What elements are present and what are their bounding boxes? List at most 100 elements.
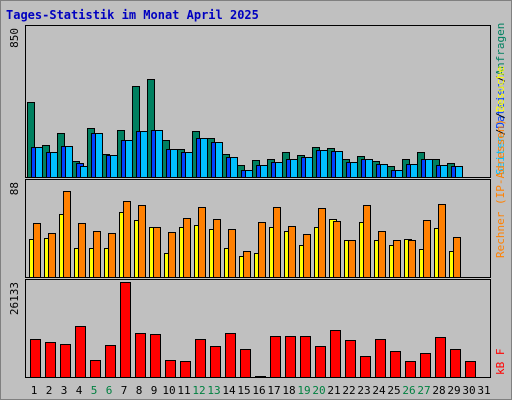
bar-seiten-day-18 bbox=[290, 159, 298, 178]
bar-kb-f-day-24 bbox=[375, 339, 386, 378]
bar-rechner-ip-adressen--day-29 bbox=[453, 237, 461, 278]
x-tick-label: 31 bbox=[477, 384, 490, 397]
bar-rechner-ip-adressen--day-1 bbox=[33, 223, 41, 278]
x-tick-label: 22 bbox=[342, 384, 355, 397]
legend-entry: Seiten bbox=[494, 135, 507, 175]
bar-rechner-ip-adressen--day-19 bbox=[303, 234, 311, 278]
bar-seiten-day-15 bbox=[245, 170, 253, 178]
bar-kb-f-day-8 bbox=[135, 333, 146, 378]
bar-rechner-ip-adressen--day-8 bbox=[138, 205, 146, 278]
bar-kb-f-day-19 bbox=[300, 336, 311, 378]
bar-seiten-day-21 bbox=[335, 151, 343, 178]
bar-rechner-ip-adressen--day-11 bbox=[183, 218, 191, 278]
bar-seiten-day-10 bbox=[170, 149, 178, 178]
x-tick-label: 30 bbox=[462, 384, 475, 397]
bar-kb-f-day-27 bbox=[420, 353, 431, 378]
x-tick-label: 21 bbox=[327, 384, 340, 397]
bar-rechner-ip-adressen--day-17 bbox=[273, 207, 281, 278]
bar-seiten-day-4 bbox=[80, 166, 88, 178]
bar-seiten-day-12 bbox=[200, 138, 208, 178]
x-tick-label: 9 bbox=[151, 384, 158, 397]
x-tick-label: 28 bbox=[432, 384, 445, 397]
requests-legend: Seiten/Dateien/Anfragen bbox=[494, 23, 507, 175]
bar-kb-f-day-30 bbox=[465, 361, 476, 378]
legend-separator: / bbox=[494, 129, 507, 136]
bar-seiten-day-25 bbox=[395, 170, 403, 178]
bar-kb-f-day-23 bbox=[360, 356, 371, 378]
x-tick-label: 12 bbox=[192, 384, 205, 397]
bar-seiten-day-8 bbox=[140, 131, 148, 178]
bar-rechner-ip-adressen--day-10 bbox=[168, 232, 176, 278]
x-tick-label: 7 bbox=[121, 384, 128, 397]
x-tick-label: 24 bbox=[372, 384, 386, 397]
bar-seiten-day-3 bbox=[65, 146, 73, 178]
bar-seiten-day-1 bbox=[35, 147, 43, 178]
bar-seiten-day-28 bbox=[440, 165, 448, 178]
bar-rechner-ip-adressen--day-7 bbox=[123, 201, 131, 278]
bar-seiten-day-19 bbox=[305, 157, 313, 178]
bar-rechner-ip-adressen--day-2 bbox=[48, 233, 56, 278]
bar-kb-f-day-2 bbox=[45, 342, 56, 378]
bar-kb-f-day-21 bbox=[330, 330, 341, 378]
bar-rechner-ip-adressen--day-6 bbox=[108, 233, 116, 278]
bar-seiten-day-2 bbox=[50, 152, 58, 178]
bar-kb-f-day-6 bbox=[105, 345, 116, 378]
legend-entry: Anfragen bbox=[494, 23, 507, 76]
bar-rechner-ip-adressen--day-18 bbox=[288, 226, 296, 278]
bar-kb-f-day-17 bbox=[270, 336, 281, 378]
bar-kb-f-day-5 bbox=[90, 360, 101, 378]
x-tick-label: 13 bbox=[207, 384, 220, 397]
bar-rechner-ip-adressen--day-27 bbox=[423, 220, 431, 278]
bar-kb-f-day-13 bbox=[210, 346, 221, 378]
x-tick-label: 17 bbox=[267, 384, 280, 397]
bar-kb-f-day-20 bbox=[315, 346, 326, 378]
x-tick-label: 14 bbox=[222, 384, 236, 397]
bar-kb-f-day-4 bbox=[75, 326, 86, 378]
bar-seiten-day-13 bbox=[215, 142, 223, 178]
bar-rechner-ip-adressen--day-25 bbox=[393, 240, 401, 278]
legend-separator: / bbox=[494, 76, 507, 83]
bar-rechner-ip-adressen--day-22 bbox=[348, 240, 356, 278]
bar-kb-f-day-29 bbox=[450, 349, 461, 378]
legend-entry: Besuche bbox=[494, 66, 507, 112]
bar-seiten-day-20 bbox=[320, 150, 328, 178]
bar-kb-f-day-12 bbox=[195, 339, 206, 378]
x-tick-label: 6 bbox=[106, 384, 113, 397]
x-tick-label: 26 bbox=[402, 384, 415, 397]
chart-title: Tages-Statistik im Monat April 2025 bbox=[6, 8, 259, 22]
x-tick-label: 15 bbox=[237, 384, 250, 397]
bar-seiten-day-22 bbox=[350, 162, 358, 178]
bar-kb-f-day-14 bbox=[225, 333, 236, 378]
x-tick-label: 3 bbox=[61, 384, 68, 397]
bar-seiten-day-27 bbox=[425, 159, 433, 178]
bar-seiten-day-26 bbox=[410, 164, 418, 178]
bar-seiten-day-6 bbox=[110, 155, 118, 178]
bar-seiten-day-17 bbox=[275, 162, 283, 178]
y-max-label: 26133 bbox=[8, 282, 21, 315]
bar-kb-f-day-22 bbox=[345, 340, 356, 378]
bar-kb-f-day-9 bbox=[150, 334, 161, 378]
bar-seiten-day-14 bbox=[230, 157, 238, 178]
x-tick-label: 16 bbox=[252, 384, 265, 397]
bar-rechner-ip-adressen--day-9 bbox=[153, 227, 161, 278]
bar-rechner-ip-adressen--day-13 bbox=[213, 219, 221, 278]
x-tick-label: 23 bbox=[357, 384, 370, 397]
bar-rechner-ip-adressen--day-20 bbox=[318, 208, 326, 278]
bar-seiten-day-9 bbox=[155, 130, 163, 178]
bar-kb-f-day-26 bbox=[405, 361, 416, 378]
bar-seiten-day-24 bbox=[380, 164, 388, 178]
bar-rechner-ip-adressen--day-21 bbox=[333, 221, 341, 278]
bar-seiten-day-29 bbox=[455, 166, 463, 178]
bar-rechner-ip-adressen--day-4 bbox=[78, 223, 86, 278]
bar-kb-f-day-1 bbox=[30, 339, 41, 378]
x-tick-label: 1 bbox=[31, 384, 38, 397]
bar-kb-f-day-3 bbox=[60, 344, 71, 378]
x-tick-label: 11 bbox=[177, 384, 190, 397]
x-tick-label: 29 bbox=[447, 384, 460, 397]
bar-kb-f-day-16 bbox=[255, 376, 266, 378]
bar-seiten-day-23 bbox=[365, 159, 373, 178]
bar-rechner-ip-adressen--day-15 bbox=[243, 251, 251, 278]
bar-rechner-ip-adressen--day-12 bbox=[198, 207, 206, 278]
bar-rechner-ip-adressen--day-26 bbox=[408, 240, 416, 278]
